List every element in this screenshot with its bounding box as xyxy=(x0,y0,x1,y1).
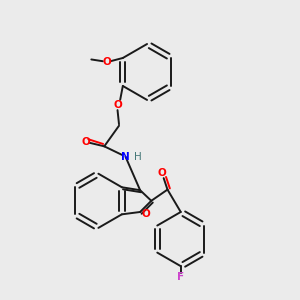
Text: O: O xyxy=(113,100,122,110)
Text: H: H xyxy=(134,152,142,162)
Text: N: N xyxy=(121,152,130,162)
Text: O: O xyxy=(141,209,150,219)
Text: F: F xyxy=(177,272,184,282)
Text: O: O xyxy=(102,57,111,68)
Text: O: O xyxy=(82,137,90,147)
Text: O: O xyxy=(157,168,166,178)
